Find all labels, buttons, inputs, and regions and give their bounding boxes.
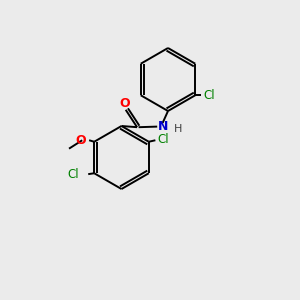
Text: H: H xyxy=(173,124,182,134)
Text: O: O xyxy=(119,97,130,110)
Text: O: O xyxy=(76,134,86,147)
Text: Cl: Cl xyxy=(68,168,79,181)
Text: Cl: Cl xyxy=(157,134,169,146)
Text: Cl: Cl xyxy=(203,89,215,102)
Text: N: N xyxy=(158,120,168,133)
